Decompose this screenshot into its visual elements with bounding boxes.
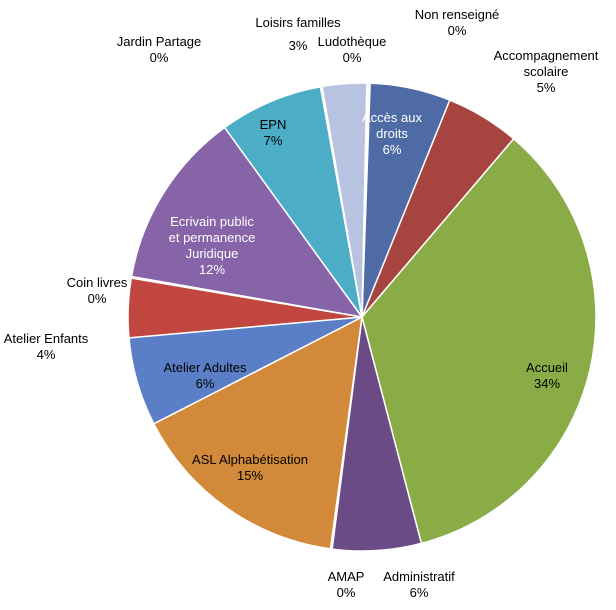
slice-value-acces-aux-droits: 6% [383, 142, 402, 157]
slice-label-non-renseigne: Non renseigné [415, 7, 500, 22]
slice-label-ludotheque: Ludothèque [318, 34, 387, 49]
slice-label-jardin-partage: Jardin Partage [117, 34, 202, 49]
slice-label-acces-aux-droits: Accès aux droits [362, 110, 422, 141]
slice-value-ludotheque: 0% [343, 50, 362, 65]
slice-value-accompagnement-scolaire: 5% [537, 80, 556, 95]
slice-label-atelier-adultes: Atelier Adultes [163, 360, 247, 375]
slice-value-atelier-enfants: 4% [37, 347, 56, 362]
slice-label-accompagnement-scolaire: Accompagnement scolaire [494, 48, 599, 79]
slice-value-ecrivain-public-et-permanence-juridique: 12% [199, 262, 225, 277]
slice-value-administratif: 6% [410, 585, 429, 600]
pie-slice-accueil [361, 137, 597, 545]
slice-value-atelier-adultes: 6% [196, 376, 215, 391]
slice-value-epn: 7% [264, 133, 283, 148]
slice-label-asl-alphabetisation: ASL Alphabétisation [192, 452, 308, 467]
slice-label-ecrivain-public-et-permanence-juridique: Ecrivain public et permanence Juridique [169, 214, 256, 261]
pie-slices [127, 82, 597, 552]
slice-label-amap: AMAP [328, 569, 365, 584]
slice-label-coin-livres: Coin livres [67, 275, 128, 290]
slice-value-loisirs-familles: 3% [289, 38, 308, 53]
slice-label-accueil: Accueil [526, 360, 568, 375]
slice-label-atelier-enfants: Atelier Enfants [4, 331, 89, 346]
slice-label-epn: EPN [260, 117, 287, 132]
pie-slice-asl-alphabetisation [152, 315, 363, 550]
slice-value-jardin-partage: 0% [150, 50, 169, 65]
slice-value-coin-livres: 0% [88, 291, 107, 306]
slice-value-accueil: 34% [534, 376, 560, 391]
slice-value-non-renseigne: 0% [448, 23, 467, 38]
slice-value-amap: 0% [337, 585, 356, 600]
slice-value-asl-alphabetisation: 15% [237, 468, 263, 483]
pie-slice-epn [223, 85, 363, 318]
pie-slice-ecrivain-public-et-permanence-juridique [130, 126, 364, 319]
slice-label-administratif: Administratif [383, 569, 455, 584]
pie-slice-non-renseigne [361, 82, 371, 318]
slice-label-loisirs-familles: Loisirs familles [255, 15, 341, 30]
